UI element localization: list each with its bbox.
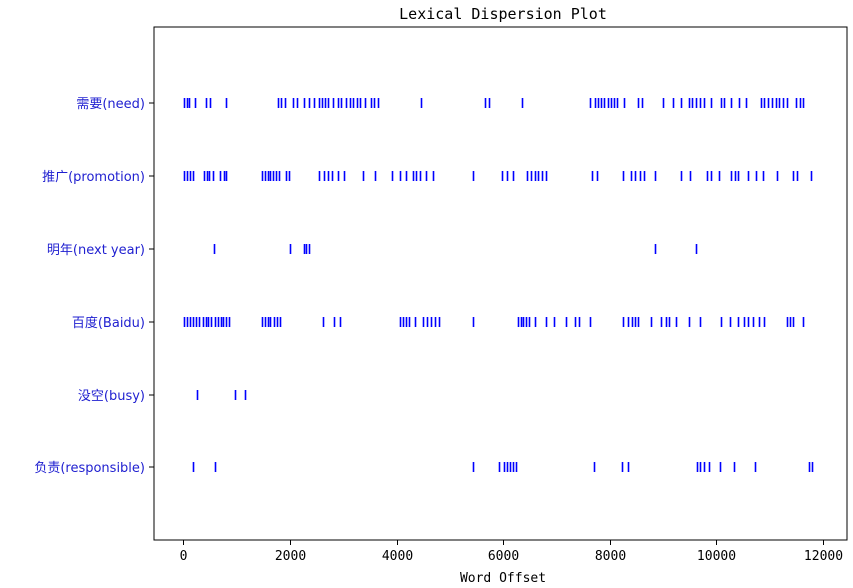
x-tick-label: 6000 bbox=[488, 549, 519, 564]
x-axis-label: Word Offset bbox=[460, 571, 546, 586]
x-tick-label: 12000 bbox=[804, 549, 843, 564]
y-tick-label: 推广(promotion) bbox=[42, 170, 145, 185]
y-tick-label: 负责(responsible) bbox=[34, 461, 145, 476]
series-5 bbox=[192, 462, 814, 472]
y-axis-ticks: 需要(need) 推广(promotion) 明年(next year) 百度(Bai… bbox=[34, 97, 154, 476]
series-1 bbox=[183, 171, 813, 181]
series-0 bbox=[183, 98, 805, 108]
x-tick-label: 10000 bbox=[697, 549, 736, 564]
series-2 bbox=[213, 244, 698, 254]
x-tick-label: 4000 bbox=[382, 549, 413, 564]
x-tick-label: 2000 bbox=[275, 549, 306, 564]
series-4 bbox=[196, 390, 247, 400]
y-tick-label: 百度(Baidu) bbox=[72, 315, 145, 331]
x-tick-label: 8000 bbox=[595, 549, 626, 564]
y-tick-label: 没空(busy) bbox=[78, 389, 145, 404]
chart-title: Lexical Dispersion Plot bbox=[399, 5, 607, 23]
x-axis-ticks: 0 2000 4000 6000 8000 10000 12000 bbox=[180, 540, 843, 564]
y-tick-label: 需要(need) bbox=[76, 97, 145, 112]
y-tick-label: 明年(next year) bbox=[47, 243, 145, 258]
plot-area-frame bbox=[153, 26, 848, 541]
series-3 bbox=[183, 317, 805, 327]
x-tick-label: 0 bbox=[180, 549, 188, 564]
chart-marks bbox=[183, 98, 814, 472]
